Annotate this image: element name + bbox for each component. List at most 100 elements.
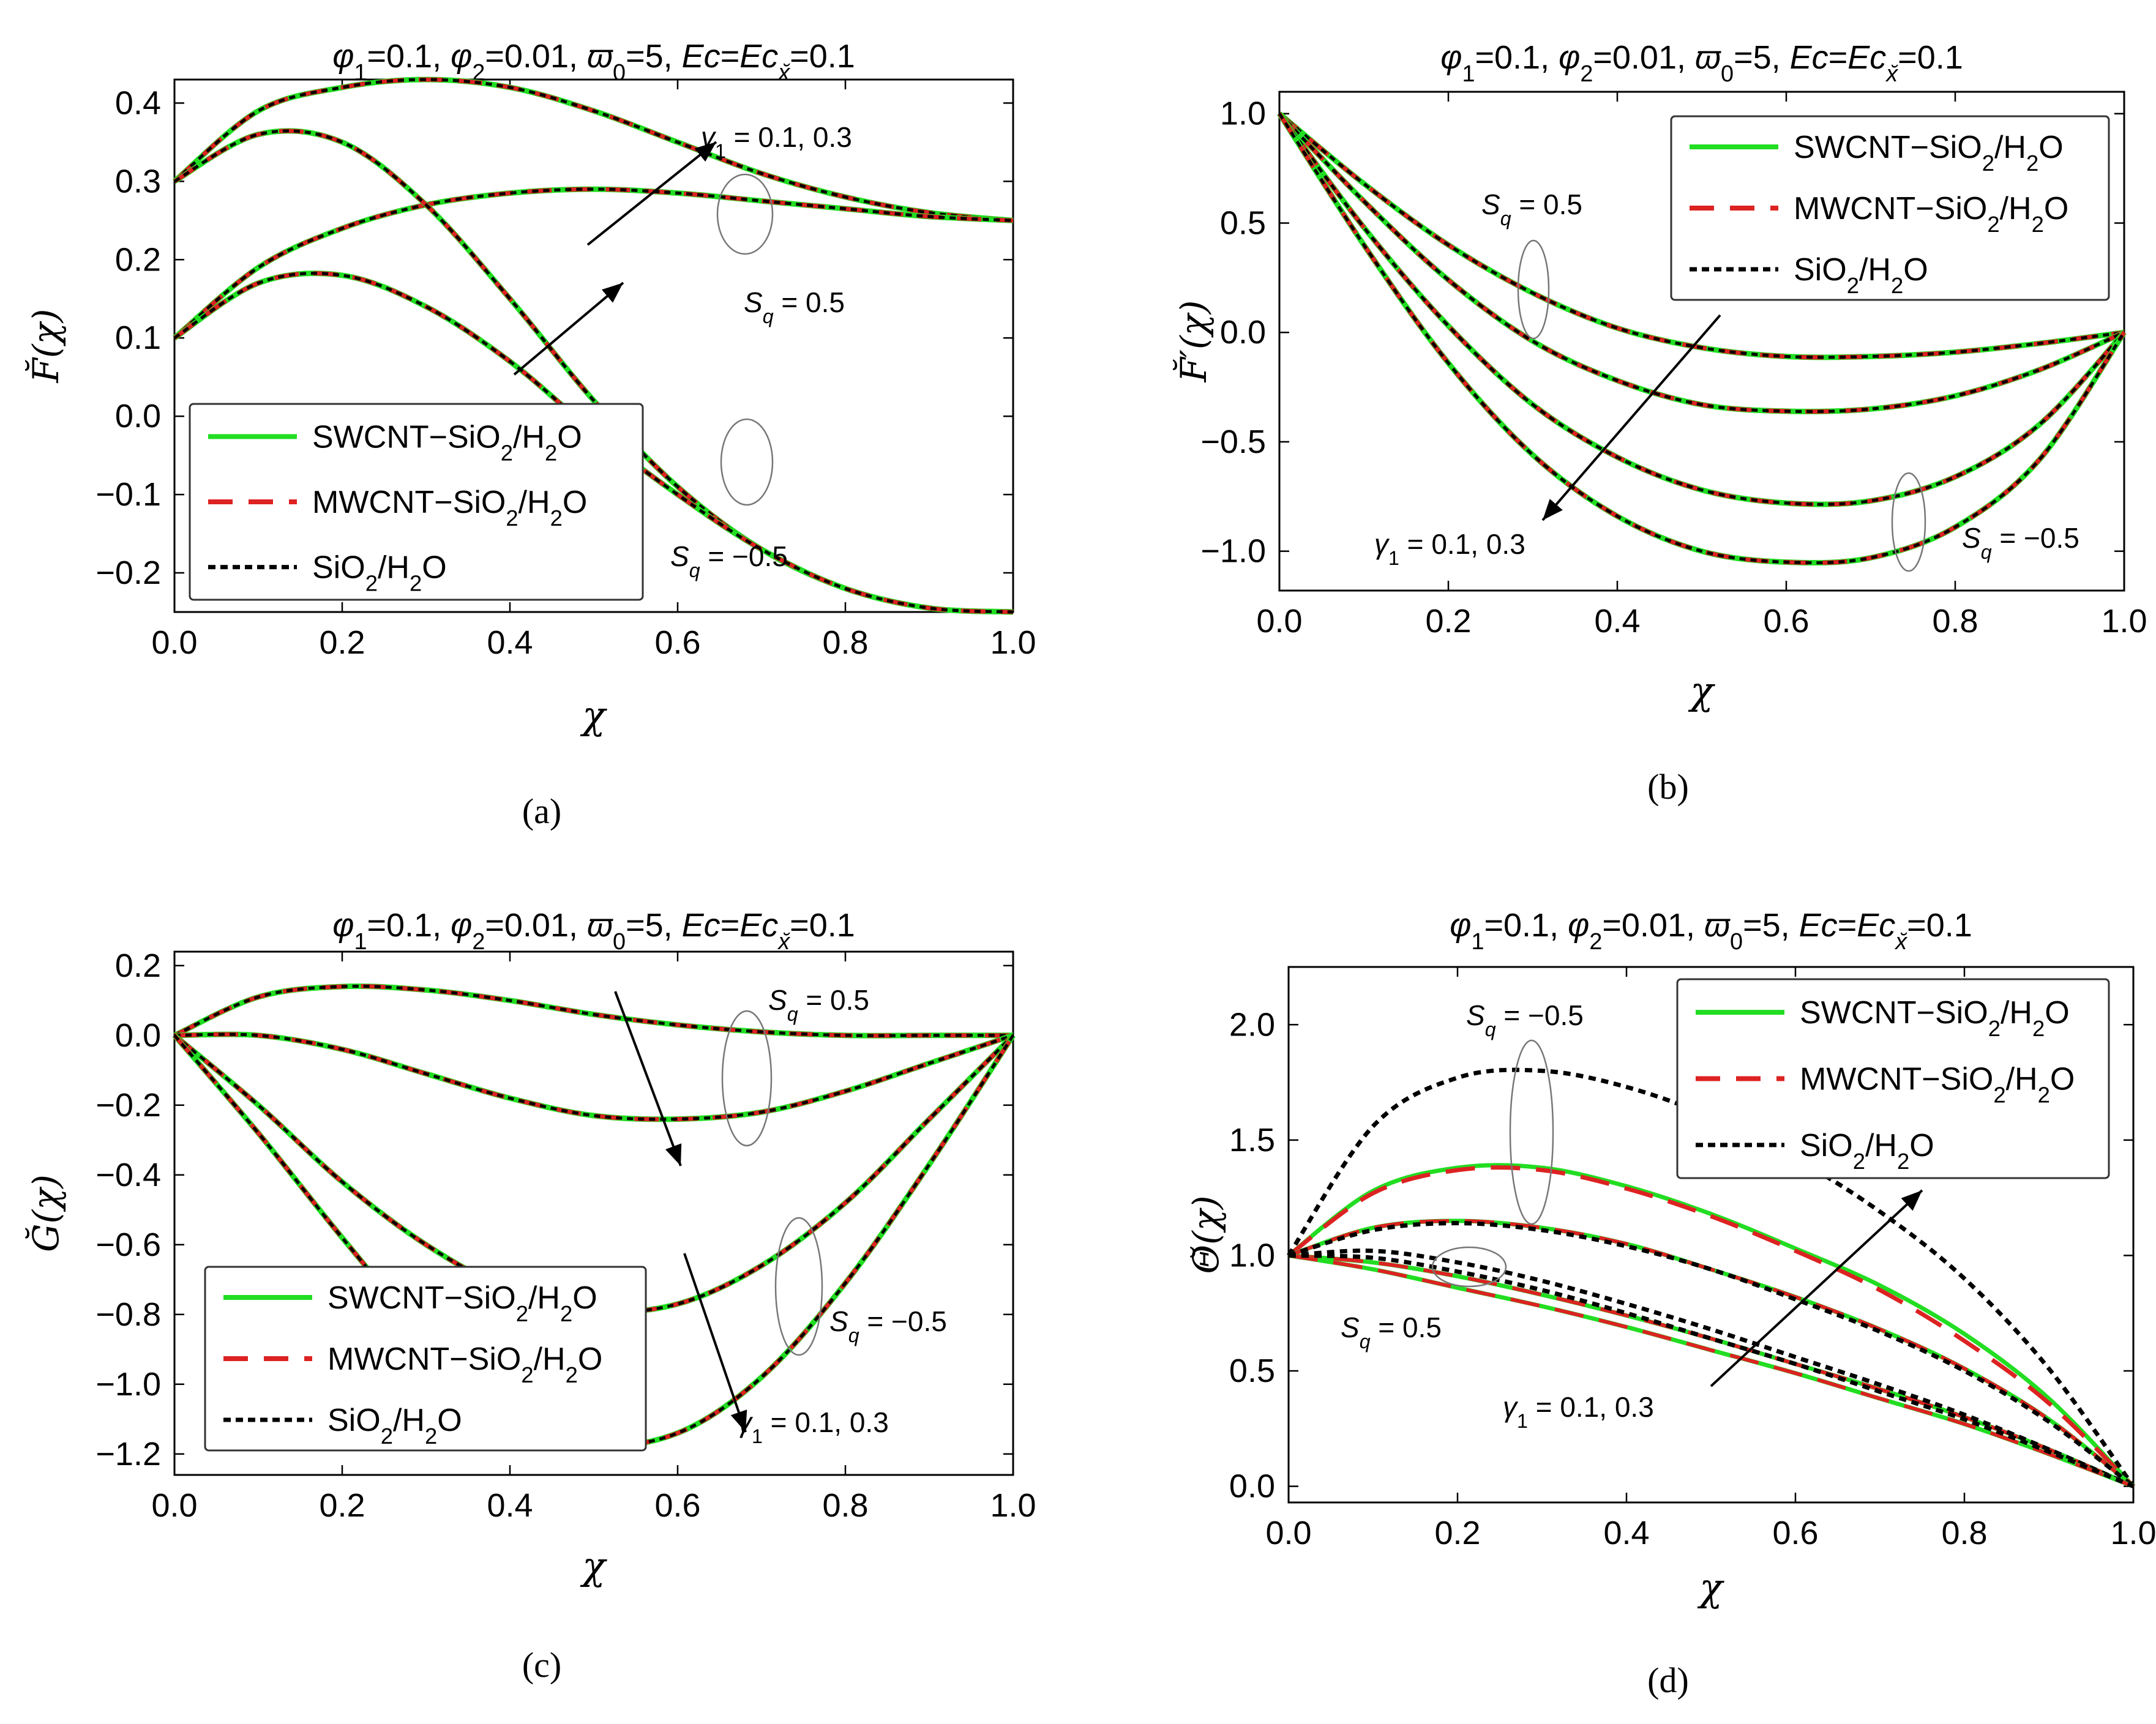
y-tick-label: −0.2	[95, 554, 161, 591]
x-tick-label: 0.4	[487, 1487, 533, 1524]
legend-c: SWCNT−SiO2/H2O MWCNT−SiO2/H2O SiO2/H2O	[204, 1266, 647, 1452]
y-tick-label: 0.4	[115, 84, 161, 121]
gamma-label-a: γ1 = 0.1, 0.3	[701, 121, 852, 162]
series-line-d-4-sio2	[1287, 1221, 2135, 1488]
gamma-label-c: γ1 = 0.1, 0.3	[738, 1406, 889, 1447]
y-tick-label: −1.0	[95, 1366, 161, 1403]
legend-label: SiO2/H2O	[1794, 252, 1928, 298]
sq-label-b1: Sq = 0.5	[1481, 188, 1582, 229]
sq-label-d2: Sq = 0.5	[1341, 1312, 1442, 1353]
y-tick-label: −0.2	[95, 1087, 161, 1124]
legend-label: MWCNT−SiO2/H2O	[1794, 191, 2068, 237]
series-line-c-0-swcnt	[173, 983, 1013, 1039]
gamma-arrow-a2-head	[601, 283, 623, 303]
legend-box	[204, 1266, 647, 1452]
panel-label-b: (b)	[1647, 767, 1689, 807]
legend-label: SWCNT−SiO2/H2O	[312, 419, 582, 465]
chart-panel-d: φ1=0.1, φ2=0.01, ϖ0=5, Ec=Ecx̆=0.1 0.0 0.2…	[1185, 907, 2156, 1700]
ellipse-c2	[774, 1217, 823, 1356]
y-tick-label: −0.6	[95, 1226, 161, 1263]
x-tick-label: 0.2	[1425, 603, 1471, 640]
gamma-arrow-b-head	[1543, 499, 1563, 520]
series-line-b-0-sio2	[1278, 112, 2125, 359]
x-tick-label: 0.6	[1763, 603, 1809, 640]
y-axis-label: F̆(χ)	[24, 309, 67, 384]
sq-label-c2: Sq = −0.5	[829, 1305, 947, 1346]
series-line-d-7-mwcnt	[1288, 1253, 2135, 1488]
x-tick-label: 1.0	[2110, 1515, 2156, 1551]
gamma-arrow-b	[1541, 314, 1721, 521]
panel-label-c: (c)	[522, 1645, 561, 1685]
series-line-c-1-sio2	[174, 1032, 1014, 1121]
y-tick-label: 0.5	[1229, 1353, 1275, 1389]
chart-panel-b: φ1=0.1, φ2=0.01, ϖ0=5, Ec=Ecx̆=0.1 0.0 0.2…	[1172, 39, 2147, 807]
legend-label: SWCNT−SiO2/H2O	[328, 1280, 597, 1326]
x-tick-label: 1.0	[990, 624, 1036, 661]
y-tick-label: 1.5	[1229, 1122, 1275, 1159]
series-line-a-0-sio2	[173, 78, 1014, 222]
series-line-d-1-mwcnt	[1287, 1165, 2135, 1488]
sq-label-d1: Sq = −0.5	[1466, 999, 1584, 1040]
y-tick-label: 0.0	[1229, 1468, 1275, 1505]
panel-label-a: (a)	[522, 791, 561, 831]
ellipse-a1	[716, 173, 774, 255]
x-tick-label: 0.2	[319, 624, 365, 661]
series-line-c-0-mwcnt	[173, 983, 1013, 1038]
series-line-b-1-sio2	[1278, 112, 2125, 413]
series-line-a-0-swcnt	[173, 76, 1014, 223]
x-tick-label: 1.0	[2101, 603, 2147, 640]
legend-b: SWCNT−SiO2/H2O MWCNT−SiO2/H2O SiO2/H2O	[1670, 115, 2110, 301]
x-tick-label: 0.2	[319, 1487, 365, 1524]
series-line-d-2-sio2	[1287, 1067, 2135, 1488]
sq-label-a1: Sq = 0.5	[744, 286, 845, 327]
series-line-d-3-swcnt	[1287, 1218, 2135, 1488]
plot-frame-a	[173, 78, 1014, 613]
x-axis-label: χ	[580, 1543, 607, 1588]
y-axis-label: Θ̆(χ)	[1185, 1196, 1227, 1274]
legend-box	[189, 403, 644, 601]
x-tick-label: 0.4	[1594, 603, 1640, 640]
x-tick-label: 0.2	[1434, 1515, 1480, 1551]
plot-frame-d	[1287, 966, 2135, 1504]
y-axis-label: F̆′(χ)	[1172, 300, 1215, 383]
ellipse-b1	[1517, 239, 1550, 340]
chart-panel-c: φ1=0.1, φ2=0.01, ϖ0=5, Ec=Ecx̆=0.1 0.0 0.2…	[25, 907, 1036, 1685]
x-tick-label: 0.8	[1932, 603, 1978, 640]
gamma-arrow-d-head	[1901, 1190, 1922, 1211]
legend-label: SWCNT−SiO2/H2O	[1794, 130, 2064, 176]
x-tick-label: 0.0	[1256, 603, 1302, 640]
legend-a: SWCNT−SiO2/H2O MWCNT−SiO2/H2O SiO2/H2O	[189, 403, 644, 601]
y-tick-label: 0.0	[115, 398, 161, 435]
y-tick-label: 1.0	[1220, 95, 1266, 132]
y-tick-label: −1.0	[1200, 533, 1266, 570]
x-tick-label: 0.8	[1941, 1515, 1987, 1551]
x-tick-label: 0.0	[1265, 1515, 1311, 1551]
x-tick-label: 0.6	[1772, 1515, 1818, 1551]
sq-label-b2: Sq = −0.5	[1962, 522, 2079, 563]
gamma-arrow-a1-head	[694, 142, 716, 162]
gamma-label-d: γ1 = 0.1, 0.3	[1503, 1391, 1654, 1432]
series-line-d-6-sio2	[1288, 1248, 2135, 1488]
y-tick-label: 1.0	[1229, 1237, 1275, 1274]
series-line-a-1-sio2	[173, 187, 1014, 340]
y-tick-label: 0.2	[115, 241, 161, 278]
plot-frame-b	[1278, 91, 2125, 592]
x-tick-label: 0.0	[151, 624, 197, 661]
y-tick-label: −0.1	[95, 476, 161, 513]
y-tick-label: −1.2	[95, 1436, 161, 1472]
y-tick-label: 0.0	[115, 1017, 161, 1054]
x-tick-label: 0.6	[654, 1487, 700, 1524]
chart-panel-a: φ1=0.1, φ2=0.01, ϖ0=5, Ec=Ecx̆=0.1 0.0 0.2…	[24, 38, 1036, 831]
legend-label: SiO2/H2O	[328, 1403, 462, 1449]
series-line-d-3-mwcnt	[1288, 1218, 2135, 1488]
legend-label: MWCNT−SiO2/H2O	[1800, 1062, 2075, 1108]
gamma-arrow-c2	[683, 1253, 747, 1433]
y-tick-label: −0.4	[95, 1157, 161, 1193]
ellipse-d1	[1509, 1039, 1554, 1225]
gamma-arrow-c2-head	[730, 1409, 747, 1432]
ellipse-a2	[720, 418, 774, 506]
x-tick-label: 0.8	[822, 1487, 868, 1524]
y-tick-label: 0.2	[115, 947, 161, 984]
x-tick-label: 0.6	[654, 624, 700, 661]
